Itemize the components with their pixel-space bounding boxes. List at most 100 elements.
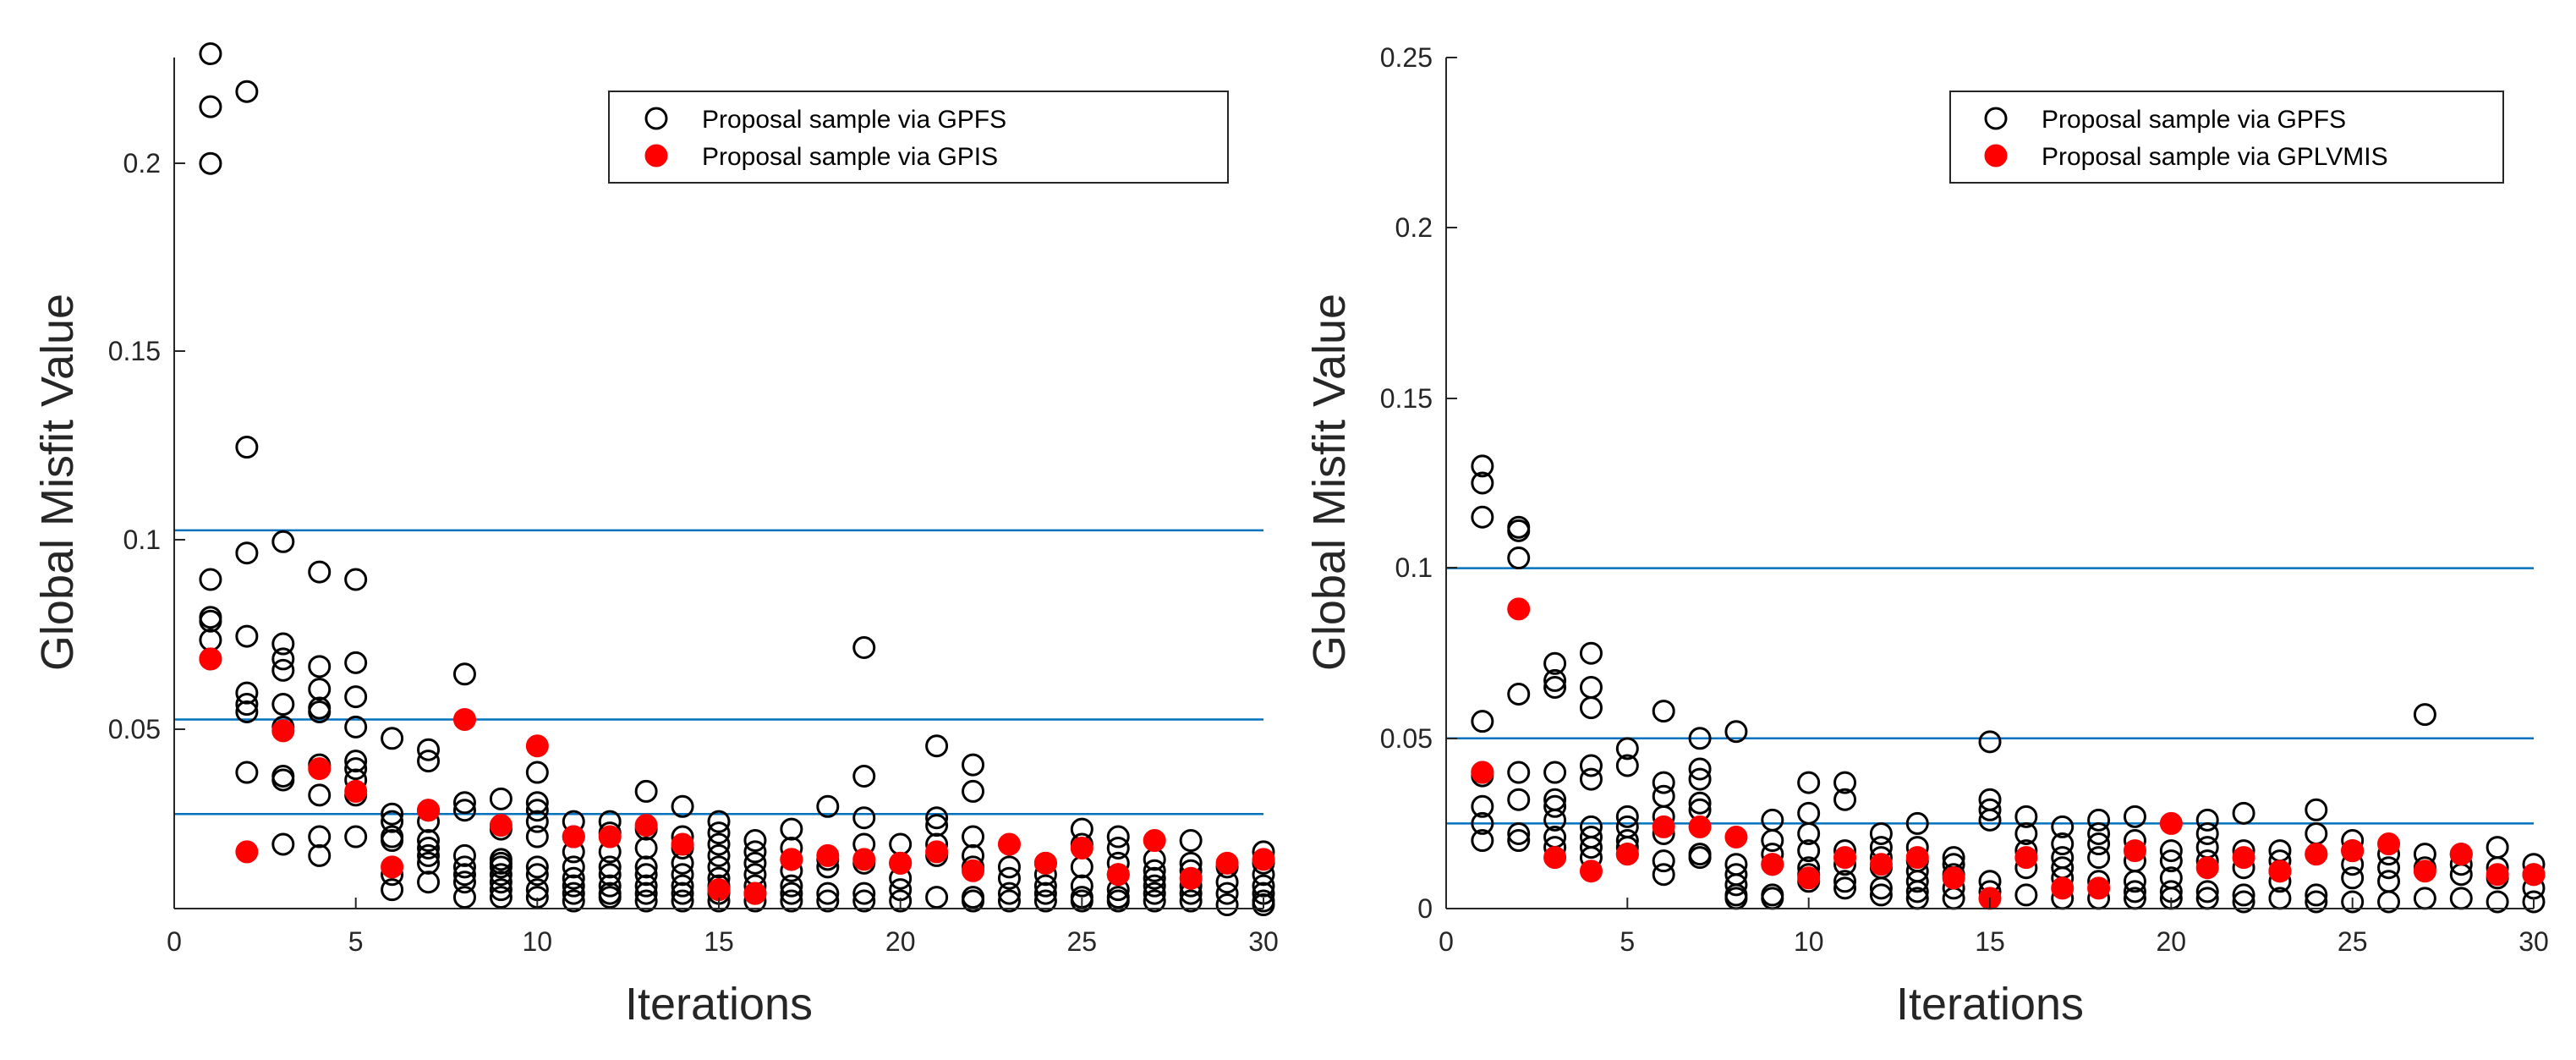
- right-is-point-23: [2305, 843, 2328, 866]
- left-gpfs-point-181: [1070, 855, 1093, 879]
- left-gpfs-point-176: [1033, 874, 1057, 898]
- left-gpfs-point-17: [271, 632, 295, 656]
- left-gpfs-point-47: [381, 829, 404, 853]
- left-gpfs-point-197: [1143, 889, 1166, 913]
- left-gpfs-point-59: [452, 662, 476, 686]
- left-gpfs-point-144: [816, 889, 840, 913]
- left-is-point-11: [598, 825, 622, 849]
- left-x-tick-labels: 0 5 10 15 20 25 30: [167, 926, 1279, 957]
- left-is-point-22: [997, 832, 1021, 856]
- right-gpfs-point-23: [1543, 808, 1567, 832]
- right-gpfs-point-14: [1507, 788, 1531, 811]
- left-is-point-27: [1179, 866, 1203, 890]
- right-gpfs-point-126: [2123, 880, 2146, 903]
- left-gpfs-point-138: [780, 882, 803, 905]
- left-y-tick-label-01: 0.1: [123, 525, 161, 555]
- left-is-point-12: [634, 814, 658, 838]
- right-gpfs-point-91: [1905, 870, 1929, 893]
- left-is-point-10: [562, 825, 585, 849]
- left-x-tick-label-25: 25: [1067, 926, 1098, 957]
- right-gpfs-point-122: [2123, 805, 2146, 828]
- right-gpfs-point-18: [1543, 668, 1567, 692]
- left-gpfs-point-211: [1252, 874, 1275, 898]
- left-gpfs-point-33: [308, 843, 332, 867]
- left-gpfs-point-29: [308, 700, 332, 724]
- left-is-point-14: [707, 878, 731, 902]
- left-is-point-28: [1215, 851, 1239, 875]
- right-gpfs-point-50: [1688, 757, 1712, 781]
- right-gpfs-point-75: [1833, 771, 1857, 794]
- left-gpfs-point-62: [452, 843, 476, 867]
- left-gpfs-point-91: [562, 882, 585, 905]
- left-is-point-20: [925, 840, 949, 864]
- left-gpfs-point-116: [671, 889, 694, 913]
- right-gpfs-point-87: [1905, 811, 1929, 835]
- left-gpfs-point-49: [381, 878, 404, 902]
- right-is-point-4: [1615, 843, 1639, 866]
- left-gpfs-point-24: [271, 832, 295, 856]
- left-gpfs-point-35: [344, 651, 368, 674]
- right-y-tick-label-005: 0.05: [1380, 723, 1433, 754]
- right-y-tick-label-02: 0.2: [1395, 212, 1433, 243]
- left-gpfs-point-26: [308, 655, 332, 678]
- left-gpfs-point-11: [235, 624, 259, 648]
- left-is-point-3: [308, 757, 332, 781]
- left-gpfs-point-3: [199, 568, 222, 591]
- left-gpfs-point-121: [707, 855, 731, 879]
- left-gpfs-point-105: [634, 863, 658, 887]
- left-gpfs-point-75: [489, 886, 512, 909]
- left-gpfs-point-74: [489, 878, 512, 902]
- right-gpfs-point-137: [2195, 880, 2219, 903]
- left-gpfs-point-6: [199, 629, 222, 652]
- left-gpfs-point-65: [452, 871, 476, 894]
- left-gpfs-point-169: [962, 889, 985, 913]
- left-gpfs-point-150: [852, 882, 876, 905]
- right-is-point-29: [2522, 863, 2546, 887]
- left-gpfs-point-92: [562, 889, 585, 913]
- left-legend-gpfs-label: Proposal sample via GPFS: [702, 106, 1006, 134]
- right-y-axis-label: Global Misfit Value: [1304, 294, 1355, 671]
- left-gpfs-point-13: [235, 693, 259, 717]
- right-gpfs-point-8: [1471, 829, 1494, 853]
- right-gpfs-point-160: [2377, 856, 2401, 880]
- left-gpfs-point-42: [344, 825, 368, 849]
- right-gpfs-point-6: [1471, 794, 1494, 818]
- right-x-tick-marks: [1445, 898, 2535, 909]
- left-gpfs-point-113: [671, 863, 694, 887]
- right-marks: [1446, 454, 2546, 914]
- left-is-point-25: [1106, 863, 1130, 887]
- right-gpfs-point-125: [2123, 870, 2146, 893]
- left-gpfs-point-56: [417, 843, 441, 867]
- left-gpfs-point-44: [381, 802, 404, 826]
- left-gpfs-point-16: [271, 530, 295, 553]
- left-gpfs-point-12: [235, 681, 259, 705]
- right-is-point-26: [2413, 860, 2436, 883]
- left-gpfs-point-60: [452, 791, 476, 815]
- right-gpfs-point-106: [2014, 821, 2038, 845]
- left-is-point-18: [852, 848, 876, 871]
- left-gpfs-point-117: [707, 810, 731, 833]
- right-is-point-5: [1652, 815, 1675, 838]
- left-gpfs-point-45: [381, 810, 404, 833]
- left-gpfs-point-178: [1033, 889, 1057, 913]
- right-gpfs-point-111: [2051, 832, 2075, 856]
- right-gpfs-point-161: [2377, 870, 2401, 893]
- right-x-tick-label-5: 5: [1620, 926, 1635, 957]
- left-gpfs-point-80: [525, 825, 549, 849]
- left-gpfs-point-196: [1143, 882, 1166, 905]
- left-gpfs-point-67: [489, 787, 512, 810]
- right-x-tick-label-30: 30: [2518, 926, 2549, 957]
- right-gpfs-point-49: [1688, 727, 1712, 750]
- left-gpfs-point-152: [889, 832, 913, 856]
- left-gpfs-point-103: [634, 836, 658, 860]
- right-is-point-15: [2014, 846, 2038, 870]
- left-gpfs-point-162: [925, 886, 949, 909]
- left-gpfs-point-71: [489, 855, 512, 879]
- right-gpfs-point-56: [1724, 720, 1748, 744]
- right-is-point-10: [1833, 846, 1857, 870]
- left-gpfs-point-5: [199, 609, 222, 633]
- left-gpfs-point-27: [308, 678, 332, 701]
- right-gpfs-point-133: [2195, 808, 2219, 832]
- left-legend-is-label: Proposal sample via GPIS: [702, 143, 998, 171]
- left-is-point-16: [780, 848, 803, 871]
